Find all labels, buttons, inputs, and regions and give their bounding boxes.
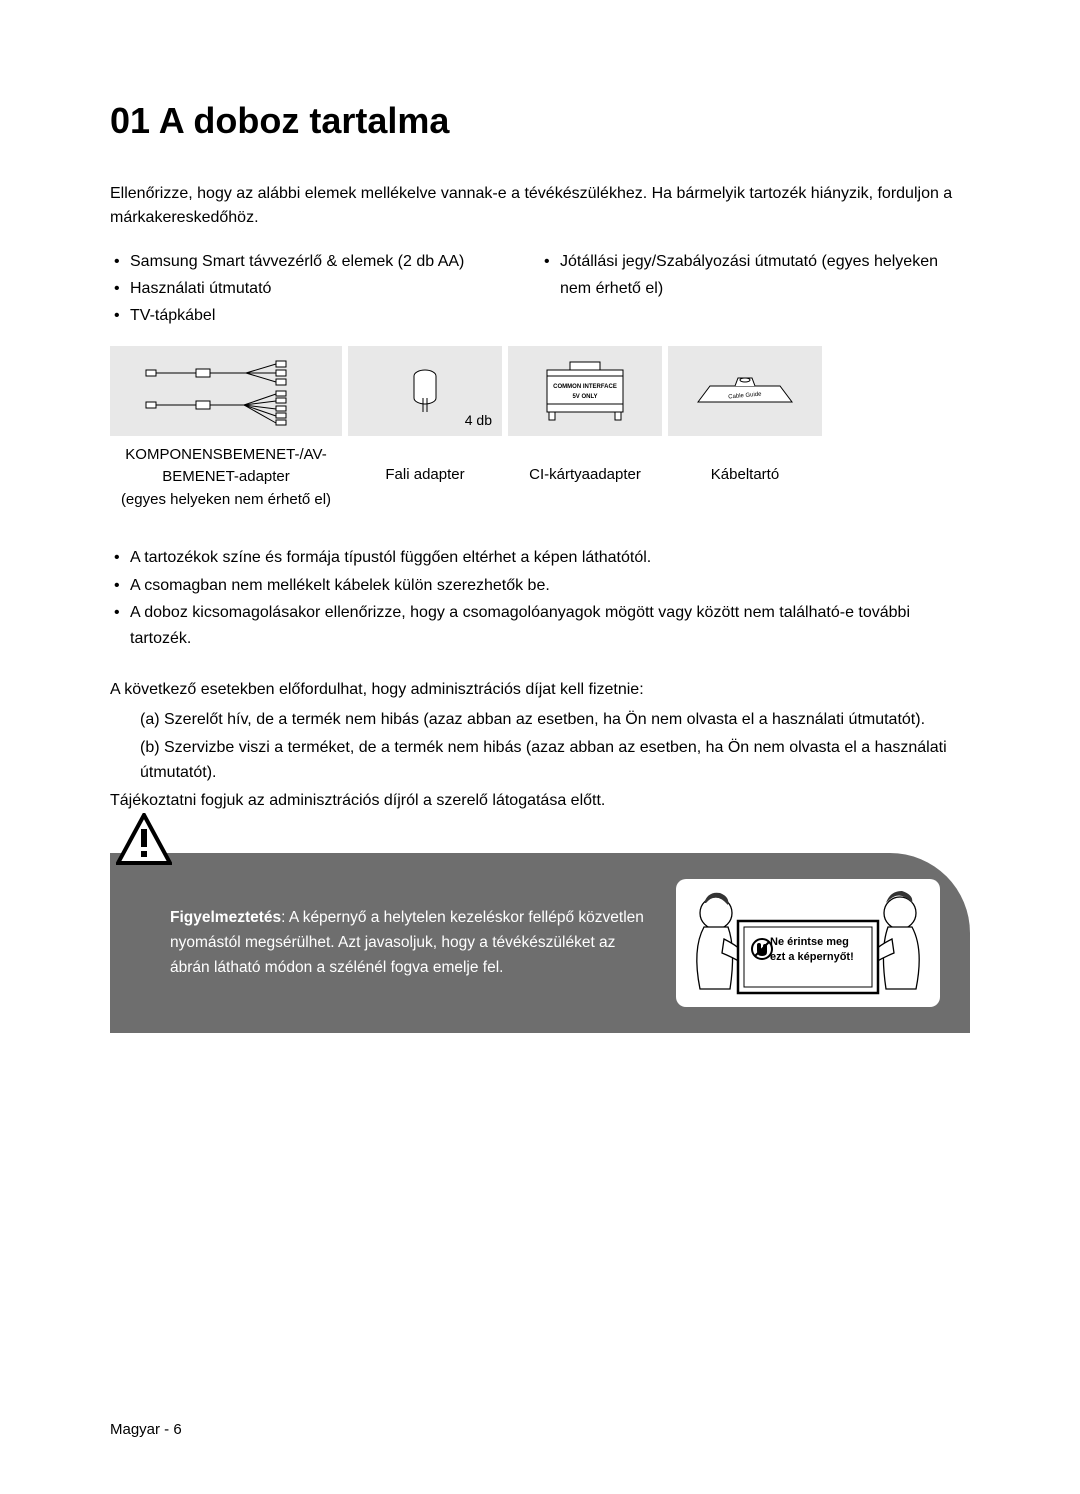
list-item: Samsung Smart távvezérlő & elemek (2 db … [130,248,540,275]
accessory-labels: KOMPONENSBEMENET-/AV- BEMENET-adapter (e… [110,444,970,512]
ci-adapter-icon: COMMON INTERFACE 5V ONLY [535,356,635,426]
ci-label-bottom: 5V ONLY [572,394,597,400]
admin-fee-intro: A következő esetekben előfordulhat, hogy… [110,677,970,703]
accessory-cell-wall-adapter: 4 db [348,346,502,436]
admin-fee-outro: Tájékoztatni fogjuk az adminisztrációs d… [110,788,970,814]
ci-label-top: COMMON INTERFACE [553,384,617,390]
no-touch-label: Ne érintse meg ezt a képernyőt! [770,935,854,964]
list-item: Használati útmutató [130,275,540,302]
admin-fee-b: (b) Szervizbe viszi a terméket, de a ter… [110,735,970,786]
note-item: A doboz kicsomagolásakor ellenőrizze, ho… [130,600,970,651]
accessory-cell-component-adapter [110,346,342,436]
accessory-cell-ci-adapter: COMMON INTERFACE 5V ONLY [508,346,662,436]
accessory-grid: 4 db COMMON INTERFACE 5V ONLY Cable Guid… [110,346,970,436]
accessory-label: KOMPONENSBEMENET-/AV- BEMENET-adapter (e… [110,444,342,512]
page-footer: Magyar - 6 [110,1421,182,1438]
admin-fee-a: (a) Szerelőt hív, de a termék nem hibás … [110,707,970,733]
warning-text: Figyelmeztetés: A képernyő a helytelen k… [170,906,676,980]
warning-triangle-icon [116,813,172,865]
list-item: TV-tápkábel [130,302,540,329]
accessory-label: CI-kártyaadapter [508,444,662,512]
warning-bold-label: Figyelmeztetés [170,909,281,926]
note-item: A csomagban nem mellékelt kábelek külön … [130,573,970,599]
warning-illustration: Ne érintse meg ezt a képernyőt! [676,879,940,1007]
cable-holder-icon: Cable Guide [690,366,800,416]
accessory-label: Fali adapter [348,444,502,512]
accessory-qty: 4 db [465,412,492,428]
wall-adapter-icon [410,368,440,414]
accessory-label: Kábeltartó [668,444,822,512]
note-item: A tartozékok színe és formája típustól f… [130,545,970,571]
notes-list: A tartozékok színe és formája típustól f… [110,545,970,651]
included-items-lists: Samsung Smart távvezérlő & elemek (2 db … [110,248,970,330]
warning-box: Figyelmeztetés: A képernyő a helytelen k… [110,853,970,1033]
accessory-cell-cable-holder: Cable Guide [668,346,822,436]
list-item: Jótállási jegy/Szabályozási útmutató (eg… [560,248,970,302]
intro-text: Ellenőrizze, hogy az alábbi elemek mellé… [110,182,970,230]
page-title: 01 A doboz tartalma [110,100,970,142]
component-cable-icon [136,356,316,426]
